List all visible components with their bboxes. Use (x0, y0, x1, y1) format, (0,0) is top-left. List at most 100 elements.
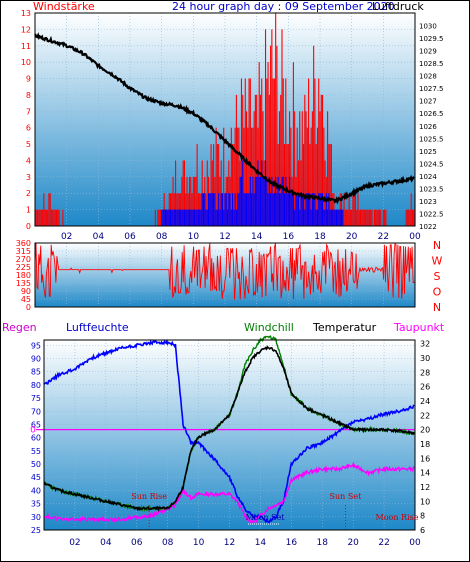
temperature-y-tick: 12 (420, 483, 430, 492)
wind-pressure-x-tick: 20 (346, 232, 358, 242)
wind-direction-y-tick: 180 (16, 271, 31, 280)
wind-direction-y-tick: 90 (21, 287, 31, 296)
compass-label: N (433, 239, 441, 252)
wind-pressure-border (34, 12, 416, 227)
wind-y-tick: 5 (26, 140, 31, 149)
pressure-y-tick: 1025 (419, 148, 437, 156)
dewpoint-line (43, 461, 415, 524)
pressure-y-tick: 1028.5 (419, 60, 444, 68)
temperature-y-tick: 32 (420, 340, 430, 349)
humidity-y-tick: 45 (31, 473, 41, 482)
wind-pressure-x-tick: 18 (314, 232, 326, 242)
pressure-y-tick: 1026 (419, 123, 437, 131)
wind-direction-border (34, 242, 416, 308)
wind-y-tick: 3 (26, 173, 31, 182)
temperature-plot-area (44, 340, 415, 530)
compass-label: W (432, 255, 443, 268)
pressure-y-tick: 1022.5 (419, 210, 444, 218)
humidity-y-tick: 50 (31, 460, 41, 469)
wind-y-tick: 4 (26, 156, 31, 165)
temperature-x-tick: 20 (347, 538, 359, 548)
moon-set-label: Moon Set (246, 513, 286, 522)
humidity-y-tick: 40 (31, 486, 41, 495)
compass-label: O (433, 286, 442, 299)
temperature-y-tick: 20 (420, 426, 430, 435)
temperature-y-tick: 30 (420, 354, 430, 363)
humidity-y-tick: 80 (31, 381, 41, 390)
temperature-y-tick: 28 (420, 368, 430, 377)
wind-pressure-x-tick: 14 (251, 232, 263, 242)
humidity-y-tick: 85 (31, 368, 41, 377)
temperature-marks (36, 335, 415, 530)
wind-pressure-x-tick: 10 (188, 232, 200, 242)
humidity-y-tick: 55 (31, 447, 41, 456)
wind-strength-label: Windstärke (33, 0, 95, 13)
temperature-x-tick: 04 (100, 538, 112, 548)
wind-direction-marks (34, 242, 416, 300)
wind-y-tick: 13 (21, 9, 31, 18)
wind-pressure-x-tick: 00 (409, 232, 421, 242)
wind-pressure-x-tick: 02 (61, 232, 72, 242)
rain-label: Regen (2, 321, 37, 334)
temperature-x-tick: 06 (131, 538, 143, 548)
pressure-y-tick: 1030 (419, 23, 437, 31)
pressure-y-tick: 1024.5 (419, 160, 444, 168)
wind-pressure-x-tick: 04 (93, 232, 105, 242)
pressure-y-tick: 1025.5 (419, 135, 444, 143)
wind-pressure-x-tick: 22 (378, 232, 389, 242)
wind-pressure-marks (34, 13, 416, 226)
pressure-y-tick: 1028 (419, 73, 437, 81)
wind-pressure-axes: 02 04 06 08 10 12 14 16 18 20 22 000123456789101112… (21, 9, 444, 242)
humidity-y-tick: 90 (31, 354, 41, 363)
wind-direction-y-tick: 360 (16, 239, 31, 248)
wind-y-tick: 2 (26, 189, 31, 198)
humidity-y-tick: 35 (31, 500, 41, 509)
wind-y-tick: 8 (26, 91, 31, 100)
rain-zero-label: 0 (30, 426, 36, 436)
moon-rise-label: Moon Rise (376, 513, 419, 522)
humidity-y-tick: 60 (31, 434, 41, 443)
pressure-y-tick: 1023 (419, 198, 437, 206)
wind-pressure-x-tick: 08 (156, 232, 168, 242)
temperature-y-tick: 8 (420, 512, 425, 521)
pressure-y-tick: 1023.5 (419, 185, 444, 193)
temperature-x-tick: 08 (162, 538, 174, 548)
humidity-y-tick: 30 (31, 513, 41, 522)
wind-y-tick: 1 (26, 206, 31, 215)
temperature-x-tick: 12 (224, 538, 235, 548)
temperature-y-tick: 6 (420, 526, 425, 535)
pressure-y-tick: 1027 (419, 98, 437, 106)
wind-y-tick: 10 (21, 58, 31, 67)
temperature-y-tick: 24 (420, 397, 430, 406)
humidity-y-tick: 70 (31, 407, 41, 416)
temperature-axes: 02 04 06 08 10 12 14 16 18 20 22 002530354045505560… (30, 339, 430, 548)
humidity-y-tick: 25 (31, 526, 41, 535)
wind-y-tick: 0 (26, 222, 31, 231)
pressure-y-tick: 1022 (419, 223, 437, 231)
temperature-border (43, 339, 416, 531)
wind-direction-y-tick: 0 (26, 303, 31, 312)
pressure-y-tick: 1026.5 (419, 110, 444, 118)
compass-label: N (433, 301, 441, 314)
humidity-label: Luftfeuchte (66, 321, 129, 334)
humidity-y-tick: 95 (31, 341, 41, 350)
temperature-line (43, 345, 415, 512)
pressure-y-tick: 1024 (419, 173, 437, 181)
pressure-line (34, 32, 415, 205)
temperature-x-tick: 16 (286, 538, 298, 548)
pressure-y-tick: 1029.5 (419, 35, 444, 43)
temperature-x-tick: 22 (378, 538, 389, 548)
temperature-y-tick: 10 (420, 497, 430, 506)
temperature-x-tick: 02 (69, 538, 80, 548)
pressure-y-tick: 1027.5 (419, 85, 444, 93)
wind-y-tick: 11 (21, 42, 31, 51)
wind-pressure-x-tick: 06 (124, 232, 136, 242)
wind-direction-y-tick: 315 (16, 247, 31, 256)
compass-label: S (434, 270, 441, 283)
wind-y-tick: 6 (26, 124, 31, 133)
wind-y-tick: 7 (26, 107, 31, 116)
temperature-x-tick: 18 (317, 538, 329, 548)
wind-direction-y-tick: 45 (21, 295, 31, 304)
